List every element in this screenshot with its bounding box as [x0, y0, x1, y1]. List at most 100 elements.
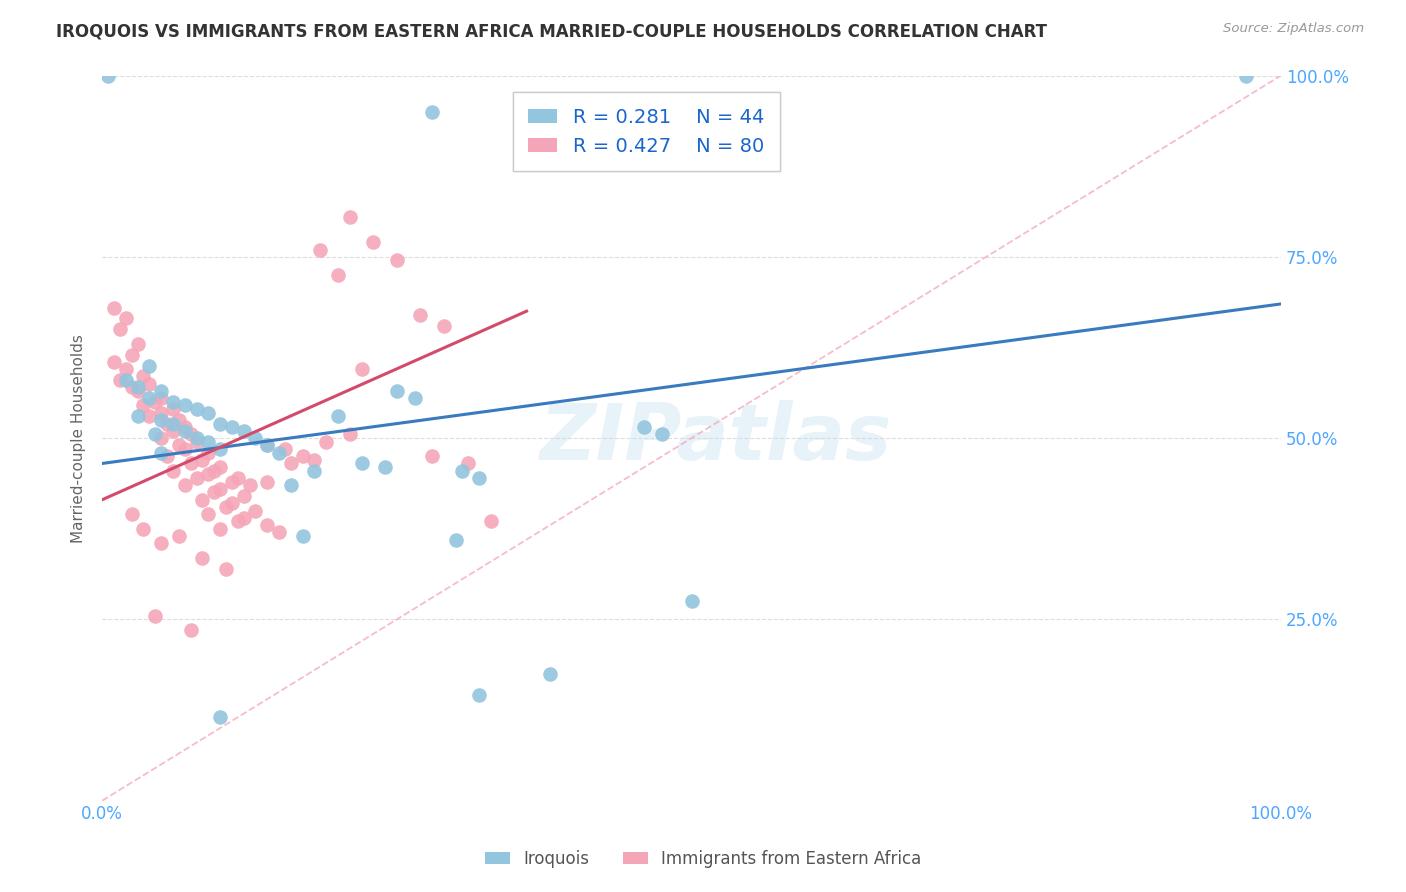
Point — [162, 424, 184, 438]
Point — [232, 511, 254, 525]
Point — [209, 417, 232, 431]
Point — [197, 445, 219, 459]
Point — [256, 438, 278, 452]
Point — [450, 464, 472, 478]
Point — [245, 503, 267, 517]
Point — [186, 431, 208, 445]
Point — [150, 445, 173, 459]
Point — [127, 380, 149, 394]
Point — [339, 427, 361, 442]
Point — [143, 394, 166, 409]
Text: IROQUOIS VS IMMIGRANTS FROM EASTERN AFRICA MARRIED-COUPLE HOUSEHOLDS CORRELATION: IROQUOIS VS IMMIGRANTS FROM EASTERN AFRI… — [56, 22, 1047, 40]
Point — [280, 478, 302, 492]
Point — [162, 464, 184, 478]
Point — [468, 471, 491, 485]
Point — [138, 359, 160, 373]
Y-axis label: Married-couple Households: Married-couple Households — [72, 334, 86, 542]
Point — [274, 442, 297, 456]
Point — [433, 318, 456, 333]
Point — [167, 529, 190, 543]
Point — [173, 420, 195, 434]
Point — [150, 536, 173, 550]
Point — [221, 475, 243, 489]
Point — [191, 452, 214, 467]
Point — [150, 431, 173, 445]
Point — [197, 507, 219, 521]
Point — [221, 420, 243, 434]
Point — [209, 460, 232, 475]
Point — [232, 489, 254, 503]
Point — [304, 464, 326, 478]
Point — [132, 399, 155, 413]
Point — [114, 362, 136, 376]
Point — [150, 413, 173, 427]
Point — [191, 550, 214, 565]
Point — [267, 445, 290, 459]
Point — [209, 442, 232, 456]
Point — [209, 522, 232, 536]
Point — [457, 457, 479, 471]
Legend: R = 0.281    N = 44, R = 0.427    N = 80: R = 0.281 N = 44, R = 0.427 N = 80 — [513, 93, 780, 171]
Point — [1234, 69, 1257, 83]
Point — [256, 438, 278, 452]
Point — [162, 394, 184, 409]
Point — [180, 457, 202, 471]
Point — [232, 424, 254, 438]
Point — [374, 460, 396, 475]
Point — [479, 515, 502, 529]
Point — [121, 380, 143, 394]
Point — [304, 452, 326, 467]
Point — [385, 253, 408, 268]
Point — [108, 373, 131, 387]
Point — [173, 478, 195, 492]
Point — [420, 449, 443, 463]
Point — [409, 308, 432, 322]
Legend: Iroquois, Immigrants from Eastern Africa: Iroquois, Immigrants from Eastern Africa — [478, 844, 928, 875]
Point — [191, 492, 214, 507]
Point — [197, 434, 219, 449]
Point — [143, 608, 166, 623]
Point — [256, 518, 278, 533]
Point — [197, 406, 219, 420]
Point — [291, 529, 314, 543]
Point — [186, 402, 208, 417]
Point — [132, 522, 155, 536]
Point — [291, 449, 314, 463]
Point — [209, 482, 232, 496]
Point — [226, 515, 249, 529]
Point — [215, 500, 238, 514]
Point — [538, 666, 561, 681]
Point — [326, 268, 349, 282]
Point — [173, 424, 195, 438]
Point — [202, 464, 225, 478]
Text: Source: ZipAtlas.com: Source: ZipAtlas.com — [1223, 22, 1364, 36]
Point — [256, 475, 278, 489]
Point — [350, 457, 373, 471]
Point — [245, 431, 267, 445]
Point — [167, 413, 190, 427]
Point — [221, 496, 243, 510]
Point — [132, 369, 155, 384]
Point — [121, 348, 143, 362]
Point — [103, 301, 125, 315]
Point — [150, 391, 173, 405]
Point — [138, 376, 160, 391]
Point — [180, 624, 202, 638]
Point — [121, 507, 143, 521]
Point — [143, 427, 166, 442]
Point — [309, 243, 332, 257]
Point — [226, 471, 249, 485]
Point — [186, 471, 208, 485]
Point — [114, 311, 136, 326]
Point — [127, 336, 149, 351]
Point — [468, 689, 491, 703]
Point — [114, 373, 136, 387]
Point — [315, 434, 337, 449]
Point — [420, 104, 443, 119]
Point — [138, 409, 160, 424]
Point — [215, 561, 238, 575]
Point — [209, 710, 232, 724]
Point — [150, 406, 173, 420]
Point — [97, 69, 120, 83]
Point — [186, 434, 208, 449]
